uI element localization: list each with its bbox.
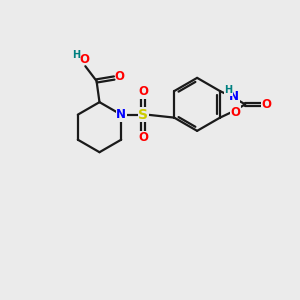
- Text: O: O: [138, 85, 148, 98]
- Text: N: N: [116, 108, 126, 121]
- Text: O: O: [115, 70, 124, 83]
- Text: O: O: [261, 98, 271, 111]
- Text: N: N: [229, 90, 239, 103]
- Text: H: H: [72, 50, 80, 60]
- Text: O: O: [138, 131, 148, 144]
- Text: H: H: [224, 85, 232, 95]
- Text: O: O: [230, 106, 241, 119]
- Text: O: O: [80, 53, 90, 66]
- Text: S: S: [138, 108, 148, 122]
